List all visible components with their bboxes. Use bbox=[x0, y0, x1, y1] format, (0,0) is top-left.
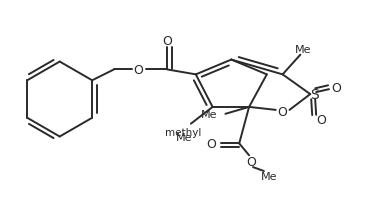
Text: O: O bbox=[278, 106, 288, 119]
Text: O: O bbox=[331, 81, 341, 94]
Text: Me: Me bbox=[201, 109, 218, 119]
Text: O: O bbox=[207, 137, 216, 150]
Text: O: O bbox=[316, 114, 326, 127]
Text: Me: Me bbox=[261, 171, 277, 181]
Text: Me: Me bbox=[176, 132, 192, 142]
Text: S: S bbox=[310, 88, 319, 102]
Text: O: O bbox=[162, 35, 172, 48]
Text: O: O bbox=[246, 155, 256, 168]
Text: methyl: methyl bbox=[165, 127, 201, 137]
Text: Me: Me bbox=[295, 44, 312, 55]
Text: O: O bbox=[134, 64, 143, 77]
